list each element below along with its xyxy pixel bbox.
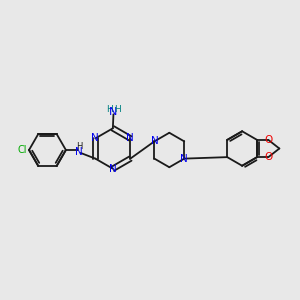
Text: N: N [109, 164, 117, 174]
Text: Cl: Cl [18, 145, 27, 155]
Text: O: O [264, 152, 272, 162]
Text: O: O [264, 135, 272, 145]
Text: H: H [114, 105, 121, 114]
Text: H: H [106, 105, 113, 114]
Text: N: N [75, 147, 83, 157]
Text: N: N [109, 107, 118, 117]
Text: N: N [92, 134, 99, 143]
Text: N: N [180, 154, 188, 164]
Text: N: N [151, 136, 158, 146]
Text: N: N [127, 134, 134, 143]
Text: H: H [76, 142, 83, 151]
